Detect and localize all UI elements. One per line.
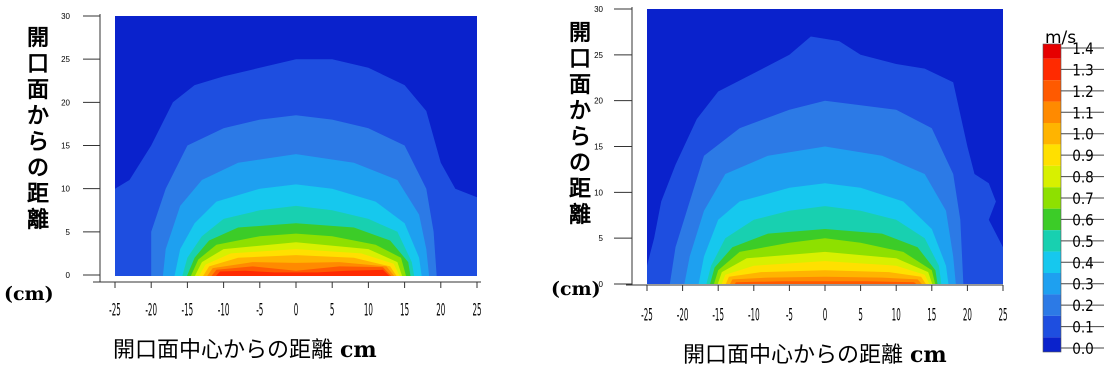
colorbar-swatch <box>1043 58 1061 81</box>
colorbar-tick-label: 1.4 <box>1072 40 1094 58</box>
y-tick-label: 10 <box>61 185 70 194</box>
colorbar-swatch <box>1043 80 1061 102</box>
x-tick-label: 15 <box>400 301 409 321</box>
x-tick-label: 10 <box>364 301 373 321</box>
y-tick-label: 5 <box>66 228 71 237</box>
colorbar-tick-label: 0.3 <box>1072 276 1094 294</box>
colorbar-tick-label: 1.3 <box>1072 61 1094 79</box>
chart-2-xlabel-wrap: 開口面中心からの距離 cm <box>683 337 947 369</box>
chart-1-yunit: (cm) <box>4 283 54 305</box>
x-tick-label: -15 <box>182 301 194 321</box>
colorbar-swatch <box>1043 144 1061 166</box>
colorbar-tick-label: 1.2 <box>1072 83 1094 101</box>
x-tick-label: -15 <box>712 306 724 326</box>
y-tick-label: 20 <box>61 98 70 107</box>
chart-1-xunit: cm <box>340 337 377 363</box>
chart-2-yunit: (cm) <box>551 278 601 300</box>
y-tick-label: 20 <box>594 97 603 106</box>
colorbar-swatch <box>1043 251 1061 273</box>
colorbar-frame <box>1042 43 1062 353</box>
chart-2-xunit: cm <box>910 342 947 368</box>
x-tick-label: 0 <box>294 301 299 321</box>
colorbar-tick-label: 0.5 <box>1072 233 1094 251</box>
chart-2-xlabel: 開口面中心からの距離 <box>683 343 904 368</box>
colorbar: 1.4 1.3 1.2 1.1 1.0 0.9 0.8 0.7 0.6 0.5 0.4 0.3 0.2 0… <box>1042 40 1104 358</box>
x-tick-label: -10 <box>748 306 760 326</box>
colorbar-tick-label: 0.2 <box>1072 297 1094 315</box>
colorbar-swatch <box>1043 230 1061 252</box>
x-tick-label: 20 <box>963 306 972 326</box>
chart-1-xlabel: 開口面中心からの距離 <box>113 338 334 363</box>
chart-1: 0 5 10 15 20 25 30 -25 -20 -15 -10 -5 0 5 10 15 20 25 <box>61 12 481 321</box>
contour-band-1.3 <box>215 269 390 276</box>
y-tick-label: 30 <box>61 12 70 21</box>
colorbar-tick-label: 0.9 <box>1072 147 1094 165</box>
colorbar-swatch <box>1043 315 1061 338</box>
colorbar-tick-label: 0.0 <box>1072 340 1094 358</box>
chart-2-ylabel: 開口面からの距離 <box>568 21 591 228</box>
y-tick-label: 10 <box>594 188 603 197</box>
x-tick-label: 25 <box>998 306 1007 326</box>
x-tick-label: 10 <box>892 306 901 326</box>
chart-2: 0 5 10 15 20 25 30 -25 -20 -15 -10 -5 0 5 10 15 20 25 <box>594 5 1007 326</box>
colorbar-swatch <box>1043 187 1061 209</box>
x-tick-label: 25 <box>472 301 481 321</box>
x-tick-label: -20 <box>677 306 689 326</box>
colorbar-swatch <box>1043 294 1061 316</box>
chart-1-ylabel: 開口面からの距離 <box>26 26 49 233</box>
x-tick-label: 0 <box>823 306 828 326</box>
colorbar-swatch <box>1043 123 1061 145</box>
x-tick-label: -5 <box>256 301 263 321</box>
x-tick-label: -5 <box>786 306 793 326</box>
y-tick-label: 25 <box>594 51 603 60</box>
x-tick-label: -25 <box>641 306 653 326</box>
colorbar-tick-label: 0.6 <box>1072 211 1094 229</box>
y-tick-label: 5 <box>599 234 604 243</box>
colorbar-tick-label: 0.4 <box>1072 254 1094 272</box>
colorbar-swatch <box>1043 337 1061 352</box>
y-tick-label: 0 <box>599 280 604 289</box>
x-tick-label: -10 <box>218 301 230 321</box>
x-tick-label: 20 <box>436 301 445 321</box>
y-tick-label: 25 <box>61 55 70 64</box>
y-tick-label: 0 <box>66 271 71 280</box>
y-tick-label: 15 <box>594 143 603 152</box>
colorbar-tick-label: 1.1 <box>1072 104 1094 122</box>
colorbar-swatch <box>1043 273 1061 295</box>
x-tick-label: 5 <box>858 306 863 326</box>
colorbar-unit: m/s <box>1045 28 1077 48</box>
x-tick-label: 5 <box>330 301 335 321</box>
chart-1-xlabel-wrap: 開口面中心からの距離 cm <box>113 332 377 364</box>
colorbar-tick-label: 0.1 <box>1072 319 1094 337</box>
x-tick-label: 15 <box>927 306 936 326</box>
colorbar-tick-label: 0.7 <box>1072 190 1094 208</box>
colorbar-swatch <box>1043 101 1061 123</box>
x-tick-label: -20 <box>145 301 157 321</box>
contour-band-1.2 <box>734 281 917 284</box>
x-tick-label: -25 <box>109 301 121 321</box>
colorbar-swatch <box>1043 208 1061 231</box>
colorbar-swatch <box>1043 165 1061 188</box>
chart-1-field <box>115 16 477 276</box>
y-tick-label: 15 <box>61 142 70 151</box>
colorbar-tick-label: 1.0 <box>1072 126 1094 144</box>
colorbar-swatch <box>1043 44 1061 59</box>
y-tick-label: 30 <box>594 5 603 14</box>
colorbar-tick-label: 0.8 <box>1072 169 1094 187</box>
chart-2-field <box>647 9 1003 284</box>
